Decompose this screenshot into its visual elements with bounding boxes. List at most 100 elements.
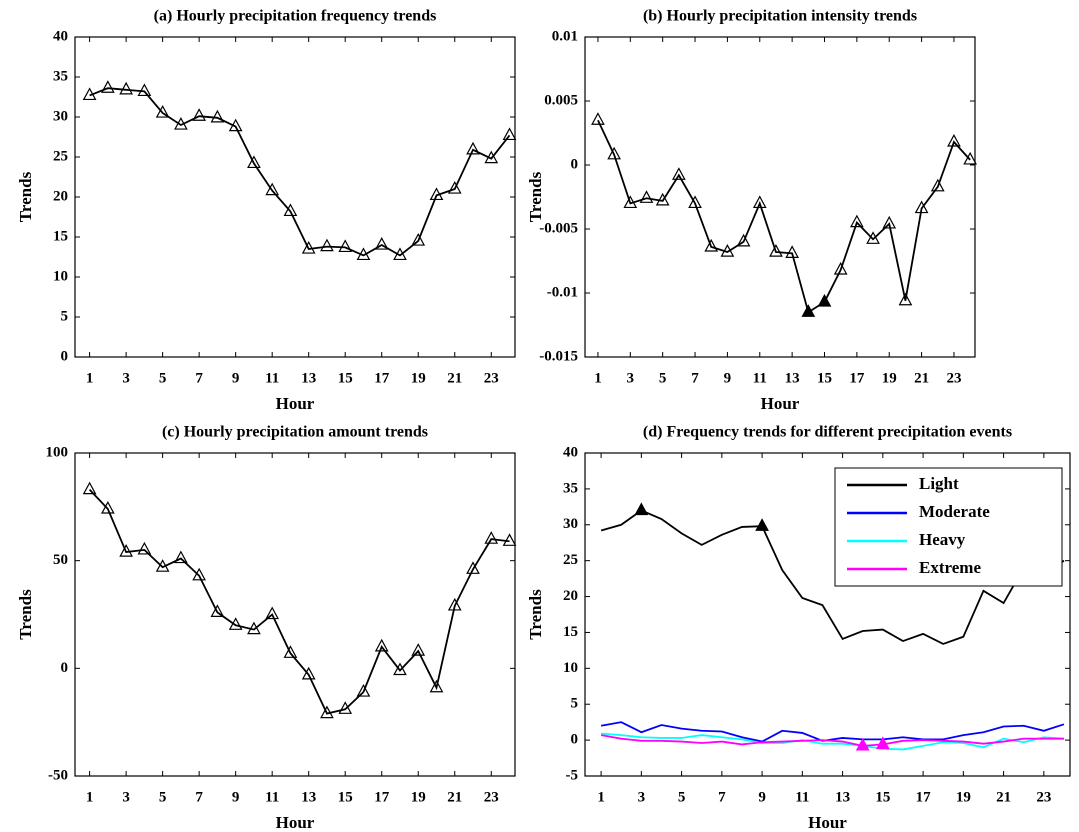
marker — [393, 247, 407, 261]
marker — [466, 561, 480, 574]
x-tick-label: 15 — [338, 789, 353, 805]
legend-label: Heavy — [919, 530, 966, 549]
marker — [283, 203, 298, 217]
marker — [137, 83, 152, 97]
marker — [591, 112, 605, 125]
marker — [247, 155, 261, 169]
x-tick-label: 17 — [916, 789, 932, 805]
marker — [247, 621, 261, 635]
series-line — [88, 488, 510, 715]
marker — [607, 146, 621, 160]
marker — [484, 150, 499, 164]
marker — [898, 292, 913, 306]
series-line — [600, 509, 1065, 645]
marker — [672, 167, 686, 180]
marker — [502, 533, 517, 546]
marker — [850, 214, 864, 228]
marker — [466, 141, 480, 155]
marker — [374, 236, 389, 250]
x-tick-label: 3 — [627, 370, 635, 386]
y-tick-label: 10 — [563, 660, 578, 676]
chart-title: (a) Hourly precipitation frequency trend… — [154, 8, 437, 25]
marker — [155, 559, 170, 572]
marker — [393, 662, 407, 676]
y-tick-label: 35 — [563, 480, 578, 496]
marker — [283, 645, 298, 658]
x-tick-label: 13 — [835, 789, 850, 805]
x-axis-label: Hour — [808, 813, 847, 832]
y-tick-label: 40 — [53, 28, 68, 44]
significant-marker — [875, 736, 890, 750]
chart-title: (b) Hourly precipitation intensity trend… — [643, 8, 917, 25]
y-tick-label: 20 — [53, 188, 68, 204]
marker — [720, 244, 735, 257]
x-axis-label: Hour — [761, 394, 800, 413]
x-tick-label: 1 — [86, 789, 94, 805]
chart-title: (c) Hourly precipitation amount trends — [162, 424, 428, 441]
marker — [914, 200, 929, 214]
y-tick-label: 15 — [53, 228, 68, 244]
x-tick-label: 21 — [447, 370, 462, 386]
marker — [301, 666, 316, 680]
significant-marker — [801, 304, 816, 317]
marker — [688, 195, 702, 209]
marker — [155, 104, 170, 118]
x-tick-label: 17 — [374, 370, 390, 386]
axes-box — [74, 452, 516, 777]
x-tick-label: 13 — [785, 370, 800, 386]
y-tick-label: 0 — [571, 732, 579, 748]
y-tick-label: 35 — [53, 68, 68, 84]
marker — [174, 550, 188, 564]
y-tick-label: 25 — [53, 148, 68, 164]
marker — [119, 81, 133, 95]
x-tick-label: 15 — [338, 370, 353, 386]
x-tick-label: 7 — [691, 370, 699, 386]
marker — [82, 481, 97, 495]
x-tick-label: 7 — [195, 370, 203, 386]
marker — [411, 643, 426, 656]
x-tick-label: 7 — [718, 789, 726, 805]
legend-label: Light — [919, 474, 959, 493]
x-tick-label: 11 — [265, 370, 279, 386]
x-tick-label: 21 — [914, 370, 929, 386]
y-tick-label: 50 — [53, 552, 68, 568]
x-axis-label: Hour — [276, 813, 315, 832]
marker — [338, 239, 353, 253]
marker — [447, 597, 462, 611]
marker — [704, 238, 719, 252]
marker — [301, 240, 316, 254]
legend-box — [834, 467, 1063, 587]
y-tick-label: 0 — [61, 660, 69, 676]
x-tick-label: 11 — [265, 789, 279, 805]
x-tick-label: 15 — [817, 370, 832, 386]
x-tick-label: 9 — [232, 789, 240, 805]
x-tick-label: 1 — [597, 789, 605, 805]
marker — [265, 182, 280, 196]
y-tick-label: 30 — [563, 516, 578, 532]
y-tick-label: 10 — [53, 268, 68, 284]
marker — [963, 151, 978, 165]
marker — [769, 244, 783, 257]
marker — [101, 80, 115, 93]
significant-marker — [855, 737, 870, 751]
marker — [119, 544, 133, 557]
axes-box — [584, 452, 1071, 777]
x-tick-label: 23 — [484, 789, 499, 805]
marker — [320, 238, 334, 252]
marker — [228, 118, 243, 132]
y-axis-label: Trends — [16, 171, 35, 222]
x-tick-label: 1 — [86, 370, 94, 386]
series-line — [600, 721, 1065, 743]
series-line — [600, 734, 1064, 747]
marker — [639, 190, 654, 203]
y-tick-label: 25 — [563, 552, 578, 568]
x-tick-label: 21 — [996, 789, 1011, 805]
y-tick-label: 15 — [563, 624, 578, 640]
y-axis-label: Trends — [16, 589, 35, 640]
x-tick-label: 23 — [946, 370, 961, 386]
significant-marker — [755, 518, 769, 531]
y-tick-label: 40 — [563, 444, 578, 460]
marker — [210, 109, 225, 123]
significant-marker — [634, 502, 649, 516]
